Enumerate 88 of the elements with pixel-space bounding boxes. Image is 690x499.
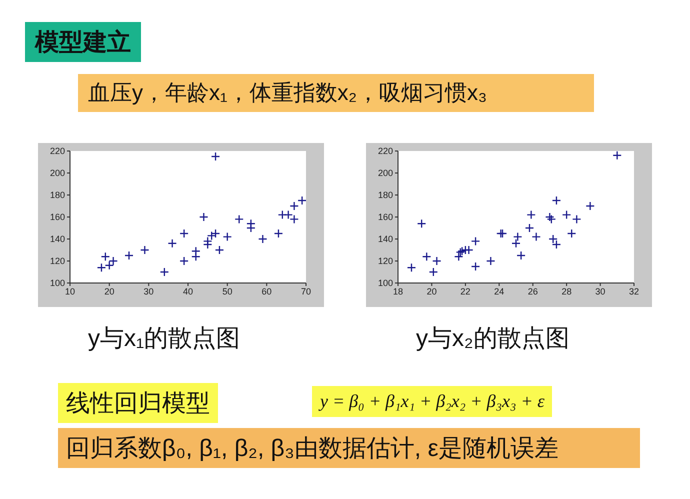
x-axis-title: y与x₁的散点图 (88, 324, 240, 354)
point (464, 245, 474, 255)
text: 线性回归模型 (58, 383, 218, 423)
point (417, 219, 426, 228)
point (124, 250, 134, 260)
point (274, 228, 284, 238)
x-axis-title: y与x₂的散点图 (416, 324, 570, 354)
point (552, 196, 562, 206)
point (168, 238, 177, 248)
point (526, 210, 536, 220)
y-tick-label: 200 (378, 168, 393, 178)
point (191, 252, 200, 262)
y-tick-label: 180 (50, 190, 65, 200)
x-tick-label: 20 (104, 286, 114, 296)
point (140, 245, 150, 255)
y-tick-label: 160 (378, 212, 393, 222)
text: 回归系数β₀, β₁, β₂, β₃由数据估计, ε是随机误差 (58, 428, 640, 468)
point (100, 252, 110, 262)
y-tick-label: 100 (50, 278, 65, 288)
point (104, 260, 114, 270)
x-tick-label: 30 (595, 286, 606, 296)
x-tick-label: 40 (182, 286, 194, 296)
x-tick-label: 22 (460, 286, 470, 296)
point (516, 250, 526, 260)
x-tick-label: 50 (222, 286, 232, 296)
point (432, 256, 442, 266)
point (210, 152, 220, 162)
point (210, 228, 220, 238)
text: y = β₀ + β₁x₁ + β₂x₂ + β₃x₃ + ε (312, 386, 552, 417)
point (524, 223, 534, 233)
point (572, 214, 582, 224)
x-tick-label: 18 (392, 286, 404, 296)
point (422, 252, 432, 262)
point (214, 245, 224, 255)
point (496, 228, 506, 238)
y-tick-label: 160 (50, 212, 65, 222)
point (222, 232, 232, 242)
x-tick-label: 70 (300, 286, 312, 296)
point (456, 248, 465, 257)
chart-title: 模型建立 (25, 22, 141, 62)
point (199, 212, 208, 222)
point (108, 256, 118, 266)
point (179, 256, 189, 266)
point (454, 252, 464, 262)
y-tick-label: 220 (50, 146, 65, 156)
x-tick-label: 60 (262, 286, 272, 296)
point (511, 238, 521, 248)
point (258, 234, 268, 244)
point (545, 212, 554, 222)
point (470, 236, 480, 246)
y-tick-label: 120 (378, 256, 393, 266)
x-tick-label: 20 (426, 286, 437, 296)
point (297, 196, 306, 206)
point (513, 232, 522, 242)
point (470, 262, 480, 272)
x-tick-label: 24 (494, 286, 504, 296)
y-tick-label: 180 (378, 190, 393, 200)
point (179, 228, 189, 238)
y-tick-label: 200 (50, 168, 65, 178)
y-tick-label: 120 (50, 256, 65, 266)
chart-subtitle: 血压y，年龄x₁，体重指数x₂，吸烟习惯x₃ (78, 74, 594, 112)
point (546, 214, 556, 224)
y-tick-label: 140 (378, 234, 393, 244)
point (428, 267, 438, 277)
point (532, 232, 541, 242)
point (457, 246, 467, 256)
point (203, 236, 212, 246)
point (586, 201, 595, 211)
point (562, 210, 572, 220)
point (278, 210, 287, 220)
x-tick-label: 26 (528, 286, 538, 296)
point (96, 263, 106, 272)
point (486, 256, 496, 266)
point (567, 228, 576, 238)
y-tick-label: 220 (378, 146, 393, 156)
point (406, 263, 416, 272)
x-tick-label: 28 (562, 286, 572, 296)
point (612, 151, 622, 160)
x-tick-label: 10 (64, 286, 76, 296)
y-tick-label: 100 (378, 278, 393, 288)
point (234, 214, 244, 224)
point (498, 228, 508, 238)
point (160, 267, 169, 277)
x-tick-label: 30 (144, 286, 154, 296)
point (246, 223, 256, 233)
point (290, 201, 299, 211)
y-tick-label: 140 (50, 234, 65, 244)
x-tick-label: 32 (628, 286, 640, 296)
